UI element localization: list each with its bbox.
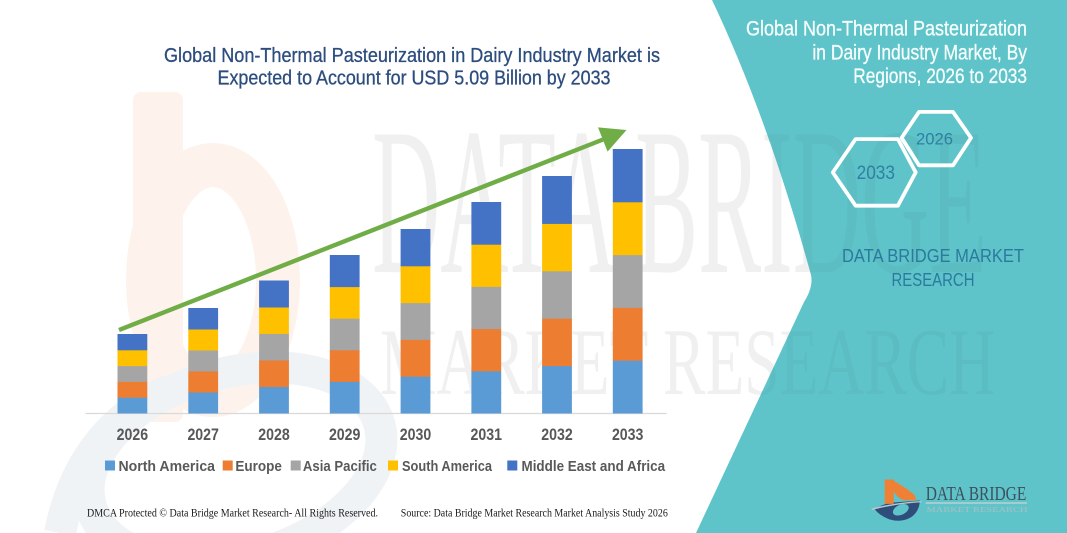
svg-text:2031: 2031 [471, 426, 503, 444]
svg-text:2029: 2029 [329, 426, 361, 444]
svg-text:Global Non-Thermal Pasteurizat: Global Non-Thermal Pasteurization in Dai… [164, 45, 660, 67]
svg-text:MARKET RESEARCH: MARKET RESEARCH [927, 505, 1029, 514]
svg-text:2030: 2030 [400, 426, 432, 444]
svg-text:Global Non-Thermal Pasteurizat: Global Non-Thermal Pasteurization [746, 17, 1027, 40]
svg-text:2033: 2033 [612, 426, 644, 444]
svg-text:2027: 2027 [187, 426, 219, 444]
svg-text:2033: 2033 [857, 163, 895, 184]
svg-text:RESEARCH: RESEARCH [892, 270, 975, 290]
svg-text:2026: 2026 [916, 130, 953, 149]
svg-text:Middle East and Africa: Middle East and Africa [522, 459, 666, 475]
svg-text:North America: North America [119, 459, 216, 475]
svg-text:DMCA Protected © Data Bridge M: DMCA Protected © Data Bridge Market Rese… [87, 506, 378, 520]
svg-text:Source: Data Bridge Market Res: Source: Data Bridge Market Research Mark… [401, 506, 668, 520]
svg-text:DATA BRIDGE: DATA BRIDGE [926, 483, 1027, 505]
svg-text:Regions, 2026 to 2033: Regions, 2026 to 2033 [853, 65, 1027, 88]
svg-text:Europe: Europe [235, 459, 282, 475]
svg-text:DATA BRIDGE MARKET: DATA BRIDGE MARKET [842, 246, 1024, 266]
svg-text:2032: 2032 [541, 426, 573, 444]
svg-text:South America: South America [402, 459, 493, 475]
svg-text:Expected to Account for USD 5.: Expected to Account for USD 5.09 Billion… [218, 68, 611, 90]
svg-text:2028: 2028 [258, 426, 290, 444]
svg-text:Asia Pacific: Asia Pacific [303, 459, 377, 475]
svg-text:2026: 2026 [117, 426, 149, 444]
svg-text:in Dairy Industry Market, By: in Dairy Industry Market, By [812, 42, 1027, 65]
